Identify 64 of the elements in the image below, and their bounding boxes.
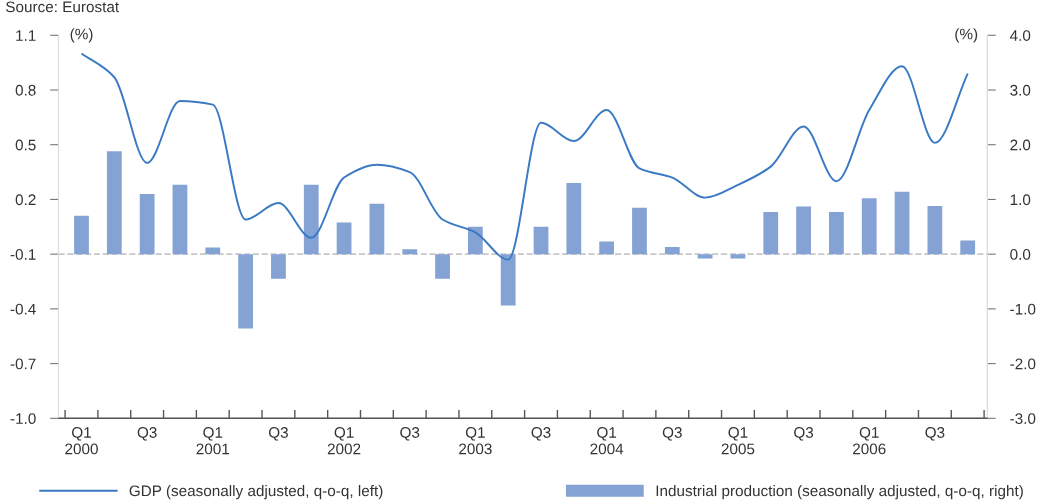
line-series	[80, 52, 969, 261]
bar	[796, 206, 811, 255]
x-tick-label: Q3	[662, 427, 682, 441]
bar	[172, 184, 188, 255]
y-tick-label: 1.1	[16, 30, 36, 41]
y-tick-label: -1.0	[10, 413, 36, 425]
bar	[238, 254, 253, 329]
x-tick-label: Q3	[400, 427, 420, 441]
bar	[303, 184, 319, 255]
x-tick-label: Q1 2000	[65, 427, 98, 455]
bar	[730, 254, 746, 259]
y2-axis-title: (%)	[955, 28, 978, 43]
bar	[271, 254, 286, 279]
x-tick-label: Q1 2006	[853, 427, 886, 455]
bar	[336, 222, 352, 255]
y-tick-label: -0.1	[10, 249, 36, 260]
bar	[697, 254, 713, 259]
bar	[894, 191, 910, 255]
bar	[632, 207, 647, 255]
bar	[533, 226, 549, 255]
x-tick-label: Q3	[925, 427, 945, 441]
bar	[500, 254, 516, 306]
bar	[74, 215, 89, 255]
bar	[139, 193, 155, 255]
x-tick-label: Q3	[137, 427, 157, 441]
y2-tick-label: 0.0	[1010, 249, 1031, 260]
y-axis-title: (%)	[70, 28, 93, 43]
y2-tick-label: -3.0	[1010, 413, 1036, 425]
x-tick-label: Q3	[268, 427, 288, 441]
bar	[566, 183, 582, 255]
y2-tick-label: 1.0	[1010, 194, 1031, 206]
y-tick-label: -0.7	[10, 358, 36, 370]
bar	[763, 212, 779, 255]
y-tick-label: -0.4	[10, 303, 36, 315]
y2-tick-label: -2.0	[1010, 358, 1036, 370]
bar	[369, 203, 385, 255]
bar	[599, 241, 615, 255]
bar	[664, 247, 680, 255]
y2-tick-label: 3.0	[1010, 84, 1031, 96]
bar	[402, 249, 418, 255]
bar	[861, 198, 877, 255]
bar	[435, 254, 450, 279]
bar	[467, 226, 483, 255]
bar	[927, 206, 943, 255]
bar	[106, 151, 122, 255]
x-tick-label: Q3	[794, 427, 814, 441]
y2-tick-label: -1.0	[1010, 303, 1036, 315]
bar	[205, 247, 221, 255]
x-tick-label: Q1 2005	[721, 427, 755, 455]
legend-label: Industrial production (seasonally adjusted, q-o-q, right)	[656, 484, 1023, 500]
legend-label: GDP (seasonally adjusted, q-o-q, left)	[129, 484, 383, 500]
x-tick-label: Q1 2001	[196, 427, 230, 455]
bar	[960, 240, 976, 255]
x-tick-label: Q1 2003	[459, 427, 492, 455]
x-tick-label: Q1 2004	[590, 427, 624, 455]
y-tick-label: 0.8	[15, 84, 36, 96]
y2-tick-label: 2.0	[1010, 139, 1031, 151]
x-tick-label: Q1 2002	[327, 427, 361, 455]
x-tick-label: Q3	[531, 427, 551, 441]
source-note: Source: Eurostat	[6, 1, 119, 13]
bar	[829, 212, 844, 255]
y2-tick-label: 4.0	[1009, 30, 1031, 41]
y-tick-label: 0.5	[15, 139, 36, 151]
y-tick-label: 0.2	[15, 194, 36, 206]
